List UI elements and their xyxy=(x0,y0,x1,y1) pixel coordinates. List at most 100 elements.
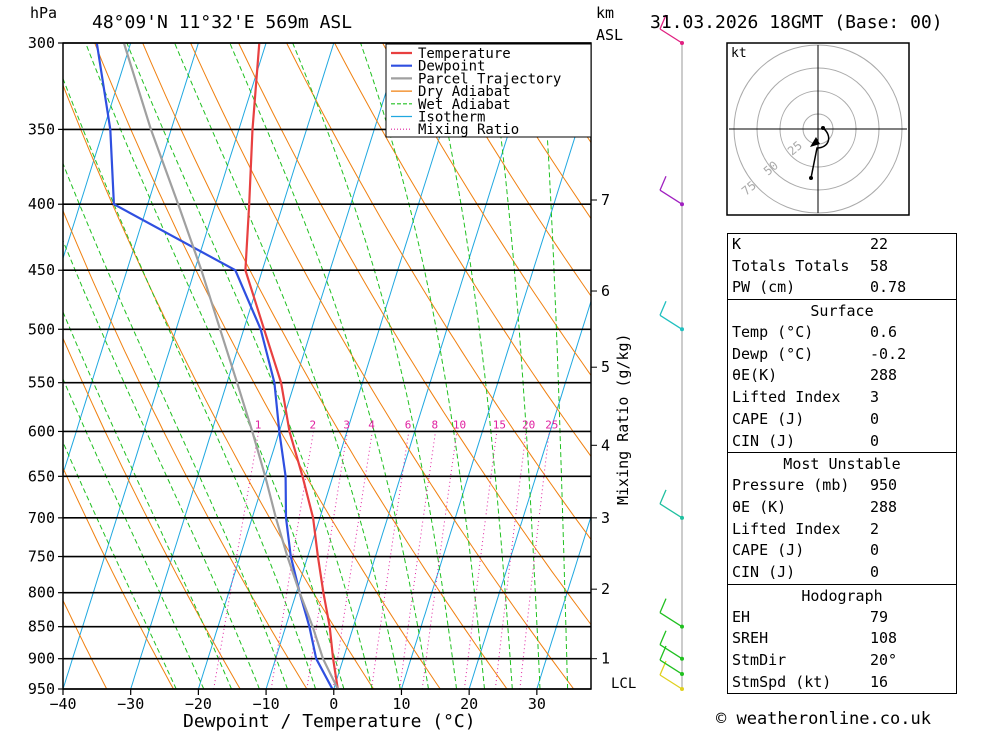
mixing-ratio-value-label: 3 xyxy=(343,418,350,431)
mixing-ratio-value-label: 20 xyxy=(522,418,535,431)
hodograph-trace xyxy=(810,127,830,179)
index-value: 288 xyxy=(870,366,898,385)
index-row: θE (K) 288 xyxy=(728,497,956,519)
dry-adiabat-line xyxy=(190,43,575,689)
index-row: K 22 xyxy=(728,234,956,256)
isotherm-line xyxy=(333,43,538,689)
wind-barb xyxy=(659,503,683,519)
wind-barb xyxy=(659,612,683,628)
index-row: CAPE (J) 0 xyxy=(728,409,956,431)
isotherm-line xyxy=(265,43,470,689)
pressure-tick-label: 600 xyxy=(28,422,55,440)
most-unstable-section-title: Most Unstable xyxy=(728,452,956,475)
series-line-parcel-trajectory xyxy=(122,43,339,689)
footer-copyright[interactable]: © weatheronline.co.uk xyxy=(716,709,931,729)
asl-label: ASL xyxy=(596,26,623,44)
wind-barb xyxy=(659,314,683,330)
wet-adiabat-line xyxy=(487,43,541,689)
index-value: 288 xyxy=(870,497,898,516)
dry-adiabat-line xyxy=(334,43,591,458)
mixing-ratio-line xyxy=(421,431,458,689)
isotherm-line xyxy=(197,43,402,689)
km-tick-label: 4 xyxy=(601,436,610,454)
x-tick-label: 10 xyxy=(392,695,410,713)
wet-adiabat-line xyxy=(85,43,345,689)
wind-barb-flag xyxy=(659,489,667,505)
index-row: CIN (J) 0 xyxy=(728,562,956,584)
pressure-tick-label: 650 xyxy=(28,467,55,485)
index-row: EH 79 xyxy=(728,607,956,629)
index-value: 108 xyxy=(870,629,898,648)
surface-section-title: Surface xyxy=(728,299,956,322)
legend-label: Parcel Trajectory xyxy=(418,71,561,87)
index-value: 0 xyxy=(870,431,880,450)
storm-motion-marker xyxy=(810,137,820,147)
isotherm-line xyxy=(536,515,591,689)
mixing-ratio-value-label: 1 xyxy=(255,418,262,431)
dry-adiabat-line xyxy=(382,43,591,377)
index-value: 3 xyxy=(870,388,880,407)
isotherm-line xyxy=(63,43,199,476)
hodograph-section-title: Hodograph xyxy=(728,583,956,607)
legend-label: Temperature xyxy=(418,46,511,62)
x-tick-label: 20 xyxy=(460,695,478,713)
pressure-tick-label: 800 xyxy=(28,584,55,602)
pressure-tick-label: 950 xyxy=(28,680,55,698)
wind-barb xyxy=(659,189,683,205)
wet-adiabat-line xyxy=(229,43,429,689)
wet-adiabat-line xyxy=(63,310,232,689)
mixing-ratio-line xyxy=(306,431,348,689)
index-row: StmDir 20° xyxy=(728,650,956,672)
pressure-tick-label: 900 xyxy=(28,650,55,668)
lcl-label: LCL xyxy=(611,676,636,692)
wind-barb-flag xyxy=(659,175,667,191)
dry-adiabat-line xyxy=(142,43,508,689)
index-row: CAPE (J) 0 xyxy=(728,540,956,562)
wet-adiabat-line xyxy=(63,77,317,689)
mixing-ratio-value-label: 6 xyxy=(405,418,412,431)
wind-barb-flag xyxy=(659,301,667,316)
index-value: 22 xyxy=(870,235,889,253)
index-label: StmDir xyxy=(732,651,787,669)
isotherm-line xyxy=(468,299,591,689)
x-tick-label: 0 xyxy=(329,695,338,713)
mixing-ratio-value-label: 2 xyxy=(310,418,317,431)
index-row: PW (cm) 0.78 xyxy=(728,277,956,299)
pressure-tick-label: 550 xyxy=(28,374,55,392)
wind-barb xyxy=(659,28,683,44)
isotherm-line xyxy=(63,43,267,689)
index-value: 0 xyxy=(870,562,880,581)
index-label: Temp (°C) xyxy=(732,323,814,342)
x-tick-label: −30 xyxy=(117,695,144,713)
pressure-tick-label: 700 xyxy=(28,509,55,527)
index-value: 950 xyxy=(870,476,898,495)
wet-adiabat-line xyxy=(63,239,260,689)
hpa-label: hPa xyxy=(30,4,57,22)
wet-adiabat-line xyxy=(427,43,513,689)
km-tick-label: 7 xyxy=(601,191,610,209)
mixing-ratio-line xyxy=(371,431,410,689)
index-label: CIN (J) xyxy=(732,431,796,450)
wind-barb-flag xyxy=(659,630,667,645)
index-value: 0 xyxy=(870,541,880,560)
plot-frame xyxy=(62,42,592,690)
index-value: 79 xyxy=(870,607,889,626)
mixing-ratio-line xyxy=(463,431,498,689)
pressure-tick-label: 850 xyxy=(28,618,55,636)
index-value: -0.2 xyxy=(870,344,907,363)
wet-adiabat-line xyxy=(63,441,177,689)
index-label: StmSpd (kt) xyxy=(732,672,832,691)
mixing-ratio-value-label: 25 xyxy=(545,418,558,431)
index-label: Dewp (°C) xyxy=(732,344,814,363)
legend-label: Isotherm xyxy=(418,110,485,126)
index-label: Lifted Index xyxy=(732,388,841,407)
index-label: SREH xyxy=(732,629,769,648)
index-label: Lifted Index xyxy=(732,519,841,538)
x-tick-label: −40 xyxy=(49,695,76,713)
pressure-tick-label: 450 xyxy=(28,261,55,279)
index-value: 58 xyxy=(870,256,889,275)
mixing-ratio-value-label: 10 xyxy=(453,418,466,431)
dry-adiabat-line xyxy=(478,43,591,220)
pressure-tick-label: 400 xyxy=(28,195,55,213)
